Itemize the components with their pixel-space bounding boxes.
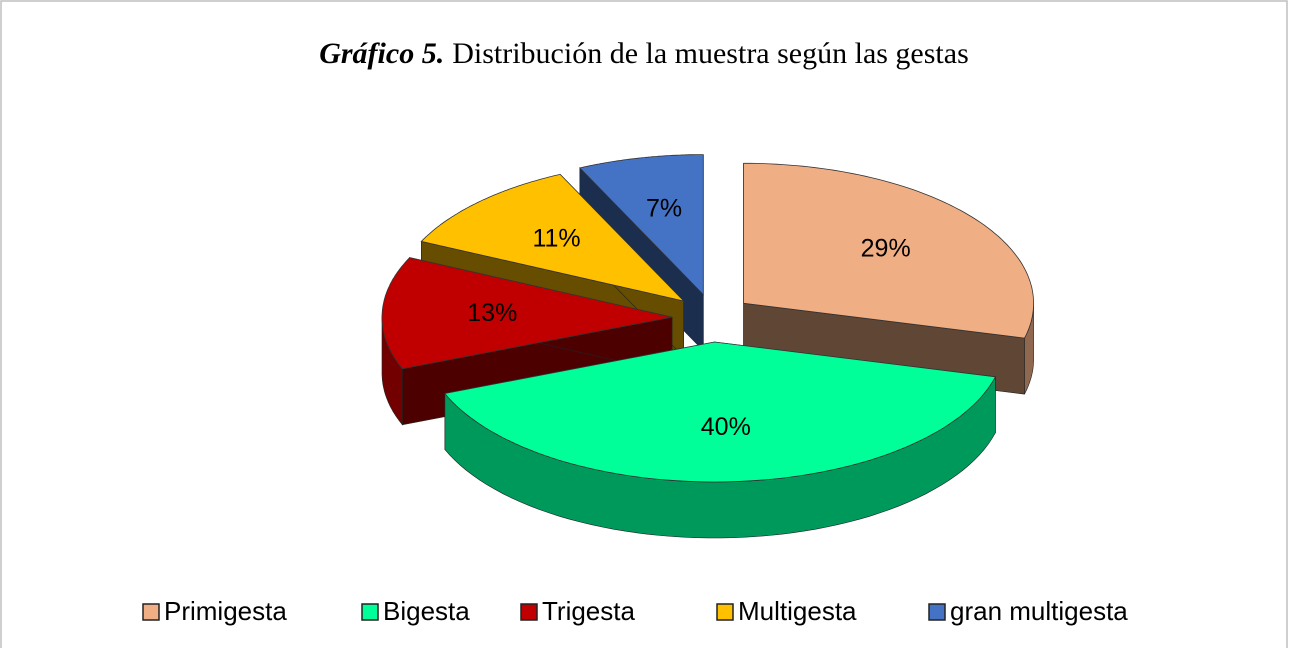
legend-swatch xyxy=(716,603,734,621)
data-label: 29% xyxy=(861,235,911,263)
chart-title-group: Gráfico 5. Distribución de la muestra seg… xyxy=(319,37,969,70)
legend-swatch xyxy=(142,603,160,621)
slice-top xyxy=(743,162,1035,339)
pie: 29% 40% 13% 11% 7% xyxy=(381,154,1035,539)
legend-label: gran multigesta xyxy=(950,596,1128,626)
data-label: 40% xyxy=(701,413,751,441)
slice-top xyxy=(420,173,685,302)
legend-label: Primigesta xyxy=(164,596,287,626)
pie-slice xyxy=(444,341,997,539)
legend-label: Multigesta xyxy=(738,596,857,626)
legend-label: Trigesta xyxy=(542,596,635,626)
chart-title-prefix: Gráfico 5. xyxy=(319,37,444,70)
slice-top xyxy=(381,257,673,370)
legend: Primigesta Bigesta Trigesta Multigesta gran … xyxy=(142,596,1128,626)
data-label: 11% xyxy=(532,224,580,252)
legend-swatch xyxy=(361,603,379,621)
data-label: 13% xyxy=(467,299,517,327)
data-label: 7% xyxy=(646,194,682,222)
chart-title: Distribución de la muestra según las ges… xyxy=(452,37,969,70)
slice-top xyxy=(579,154,704,296)
slice-top xyxy=(444,341,997,483)
legend-label: Bigesta xyxy=(383,596,470,626)
legend-swatch xyxy=(928,603,946,621)
legend-swatch xyxy=(520,603,538,621)
